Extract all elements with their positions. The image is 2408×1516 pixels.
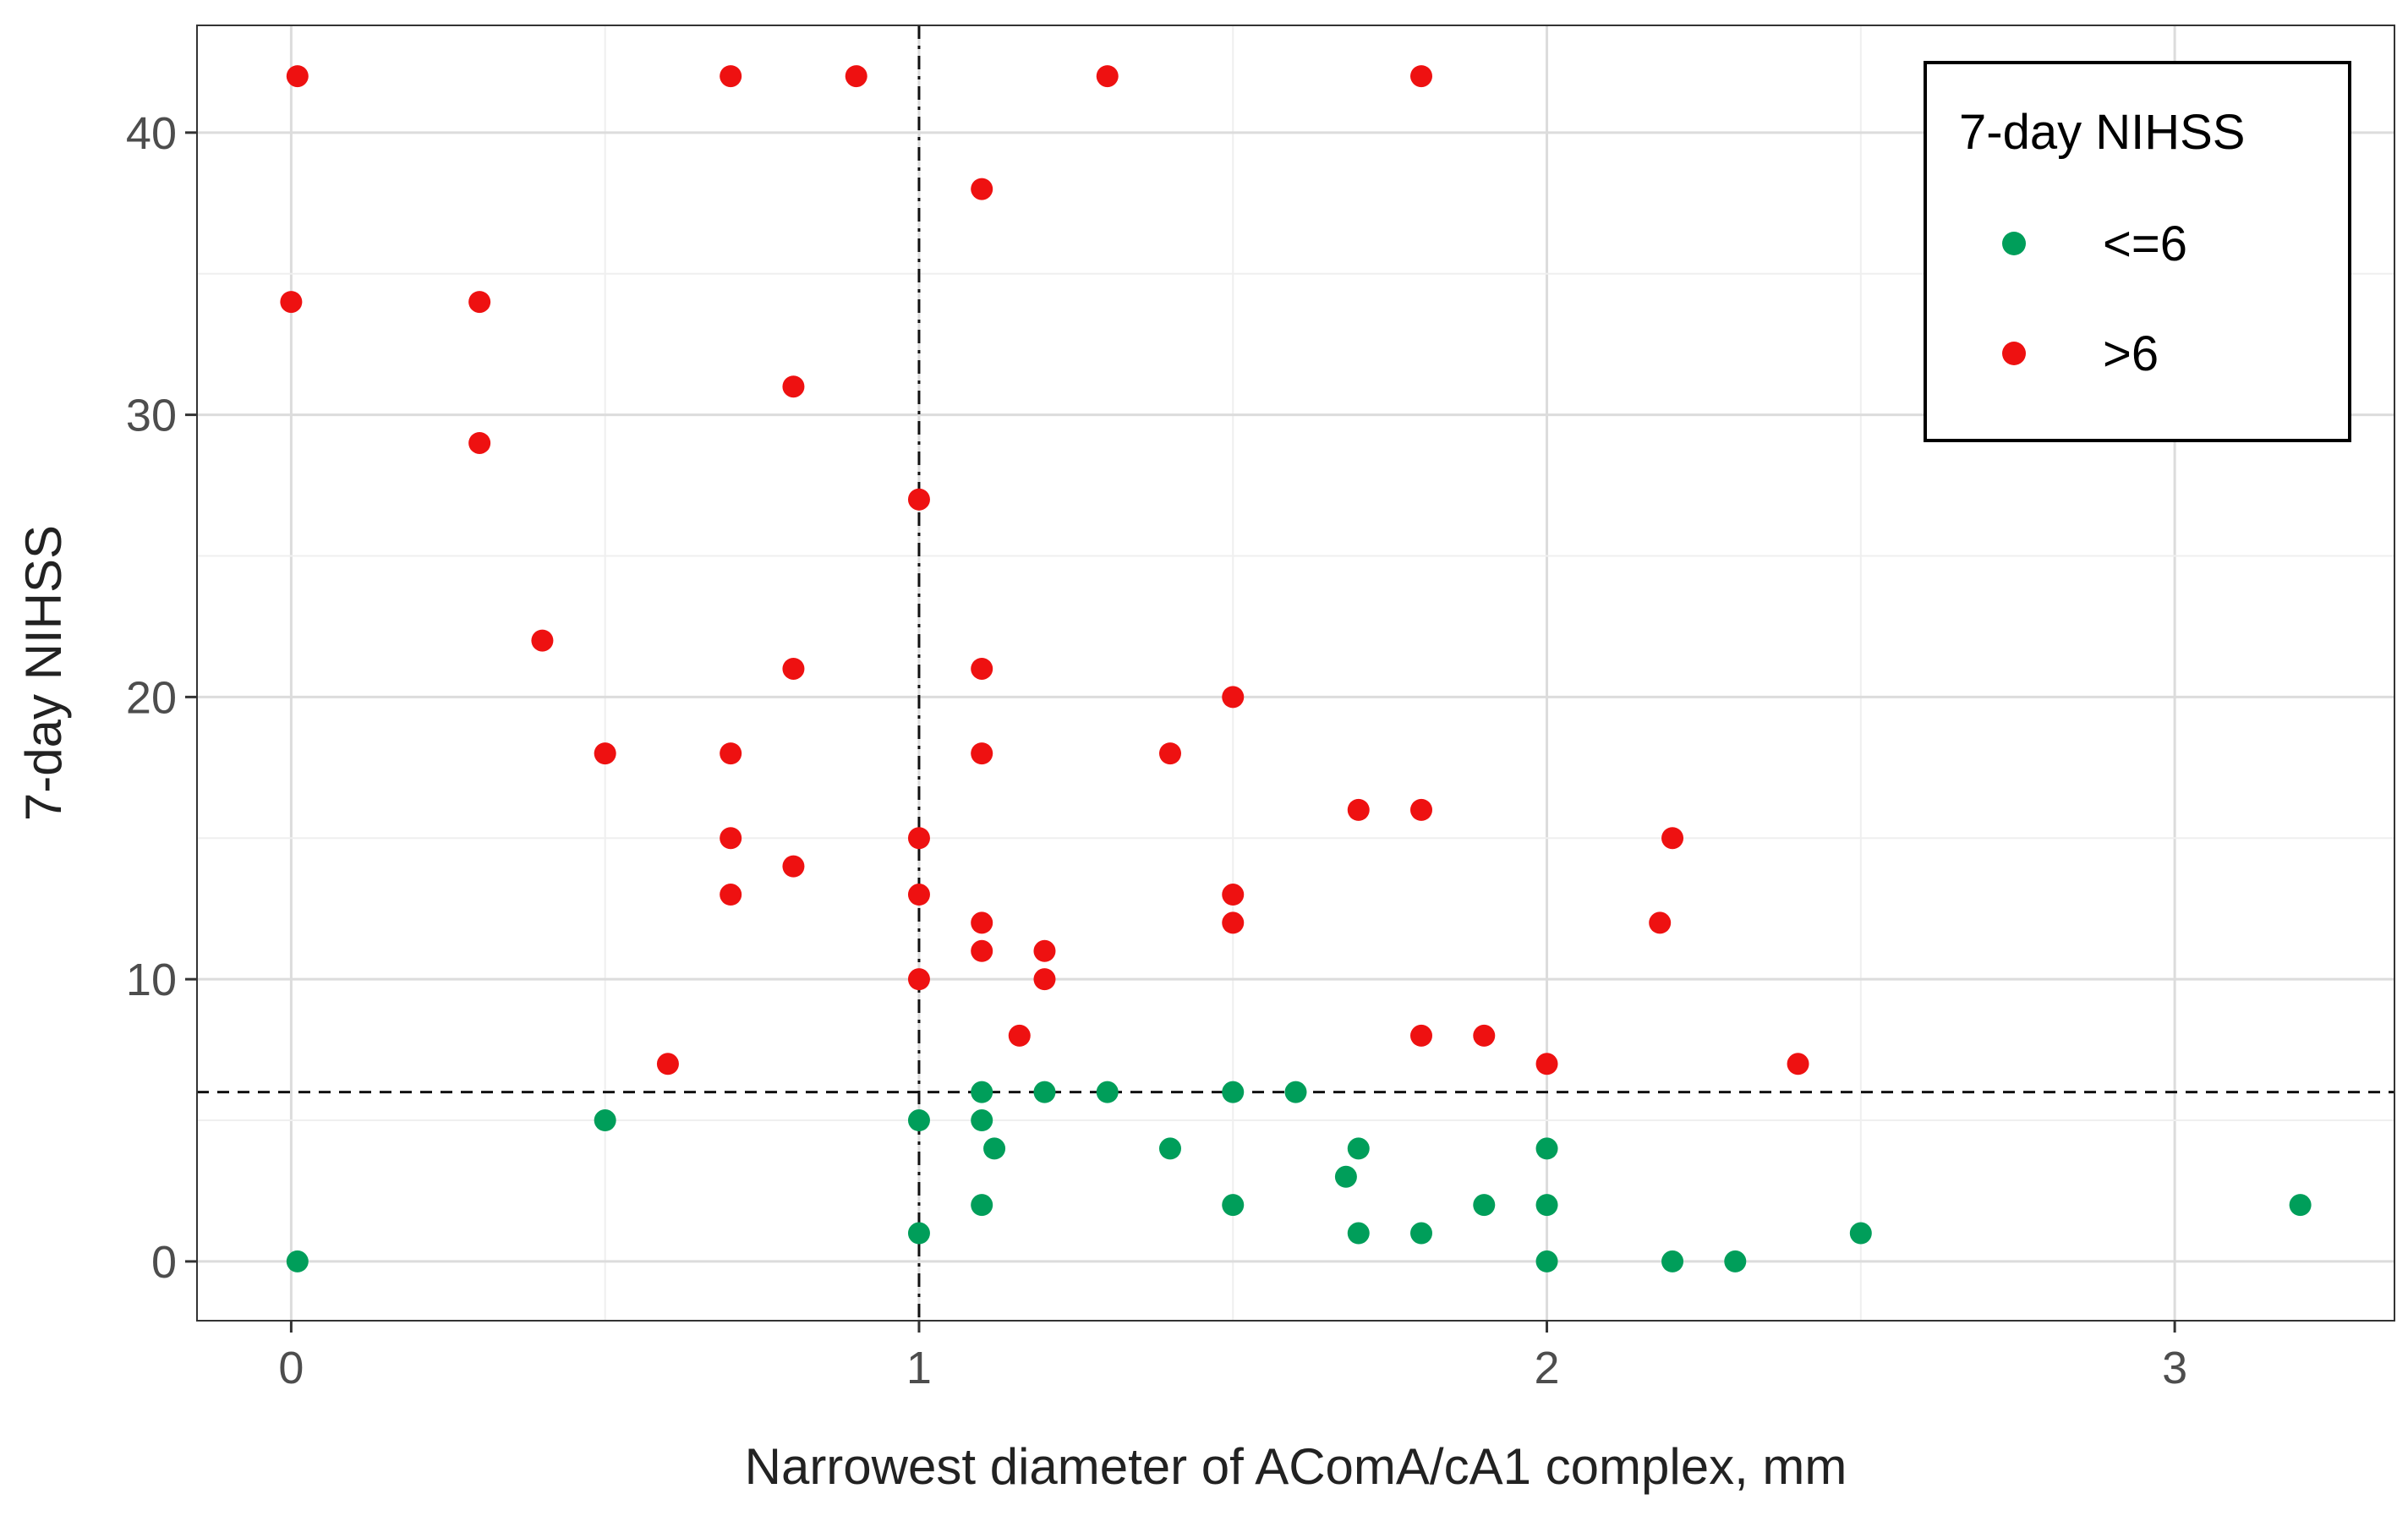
data-point xyxy=(907,1222,930,1245)
data-point xyxy=(971,939,993,962)
data-point xyxy=(1222,884,1245,906)
data-point xyxy=(1347,1137,1370,1160)
data-point xyxy=(782,375,805,398)
data-point xyxy=(1334,1165,1357,1188)
data-point xyxy=(286,65,309,88)
data-point xyxy=(720,742,742,765)
data-point xyxy=(1284,1081,1307,1103)
data-point xyxy=(971,911,993,934)
data-point xyxy=(720,65,742,88)
data-point xyxy=(656,1053,679,1075)
legend-marker-high xyxy=(2002,342,2026,365)
data-point xyxy=(1473,1194,1496,1217)
x-tick-label: 2 xyxy=(1535,1343,1560,1393)
y-tick-label: 20 xyxy=(126,672,177,723)
data-point xyxy=(1535,1194,1558,1217)
data-point xyxy=(468,291,491,314)
data-point xyxy=(1347,1222,1370,1245)
data-point xyxy=(1347,798,1370,821)
data-point xyxy=(782,855,805,878)
data-point xyxy=(1033,1081,1056,1103)
legend-box xyxy=(1924,61,2351,442)
data-point xyxy=(594,1109,616,1132)
legend: 7-day NIHSS <=6 >6 xyxy=(1924,61,2351,442)
data-point xyxy=(1661,827,1684,850)
series-1 xyxy=(280,65,1809,1075)
data-point xyxy=(1033,968,1056,991)
x-tick-label: 3 xyxy=(2162,1343,2187,1393)
data-point xyxy=(531,629,554,652)
data-point xyxy=(1535,1250,1558,1272)
data-point xyxy=(971,178,993,200)
data-point xyxy=(1410,1024,1433,1047)
data-point xyxy=(1158,1137,1181,1160)
data-point xyxy=(1661,1250,1684,1272)
legend-title: 7-day NIHSS xyxy=(1959,105,2245,160)
data-point xyxy=(1787,1053,1809,1075)
x-axis-title: Narrowest diameter of AComA/cA1 complex,… xyxy=(745,1438,1847,1495)
data-point xyxy=(280,291,303,314)
x-tick-label: 0 xyxy=(278,1343,304,1393)
data-point xyxy=(1222,686,1245,709)
data-point xyxy=(983,1137,1006,1160)
data-point xyxy=(971,657,993,680)
y-tick-label: 0 xyxy=(151,1237,177,1288)
data-point xyxy=(907,1109,930,1132)
data-point xyxy=(907,884,930,906)
data-point xyxy=(1096,65,1119,88)
data-point xyxy=(1008,1024,1031,1047)
x-axis-ticks: 0 1 2 3 xyxy=(278,1321,2187,1393)
data-point xyxy=(1473,1024,1496,1047)
data-point xyxy=(1724,1250,1747,1272)
data-point xyxy=(971,1081,993,1103)
data-point xyxy=(1849,1222,1872,1245)
data-point xyxy=(971,1194,993,1217)
data-point xyxy=(907,488,930,511)
y-axis-title: 7-day NIHSS xyxy=(15,525,72,821)
data-point xyxy=(1222,1081,1245,1103)
series-0 xyxy=(286,1081,2312,1272)
data-point xyxy=(1096,1081,1119,1103)
legend-marker-low xyxy=(2002,232,2026,255)
data-point xyxy=(845,65,867,88)
data-point xyxy=(907,968,930,991)
data-point xyxy=(1410,65,1433,88)
y-tick-label: 30 xyxy=(126,391,177,441)
data-point xyxy=(594,742,616,765)
data-point xyxy=(2289,1194,2312,1217)
y-axis-ticks: 0 10 20 30 40 xyxy=(126,108,197,1288)
x-tick-label: 1 xyxy=(906,1343,932,1393)
data-point xyxy=(1222,911,1245,934)
data-point xyxy=(1410,1222,1433,1245)
data-point xyxy=(971,742,993,765)
y-tick-label: 40 xyxy=(126,108,177,159)
data-point xyxy=(782,657,805,680)
data-point xyxy=(1158,742,1181,765)
data-point xyxy=(468,431,491,454)
legend-label-low: <=6 xyxy=(2103,216,2187,271)
data-point xyxy=(1410,798,1433,821)
y-tick-label: 10 xyxy=(126,955,177,1005)
legend-label-high: >6 xyxy=(2103,326,2159,381)
plot-panel-border xyxy=(196,25,2395,1322)
data-point xyxy=(720,827,742,850)
data-point xyxy=(1649,911,1672,934)
data-point xyxy=(971,1109,993,1132)
data-points xyxy=(280,65,2312,1272)
data-point xyxy=(1535,1137,1558,1160)
data-point xyxy=(1535,1053,1558,1075)
data-point xyxy=(1222,1194,1245,1217)
data-point xyxy=(720,884,742,906)
data-point xyxy=(1033,939,1056,962)
data-point xyxy=(907,827,930,850)
data-point xyxy=(286,1250,309,1272)
